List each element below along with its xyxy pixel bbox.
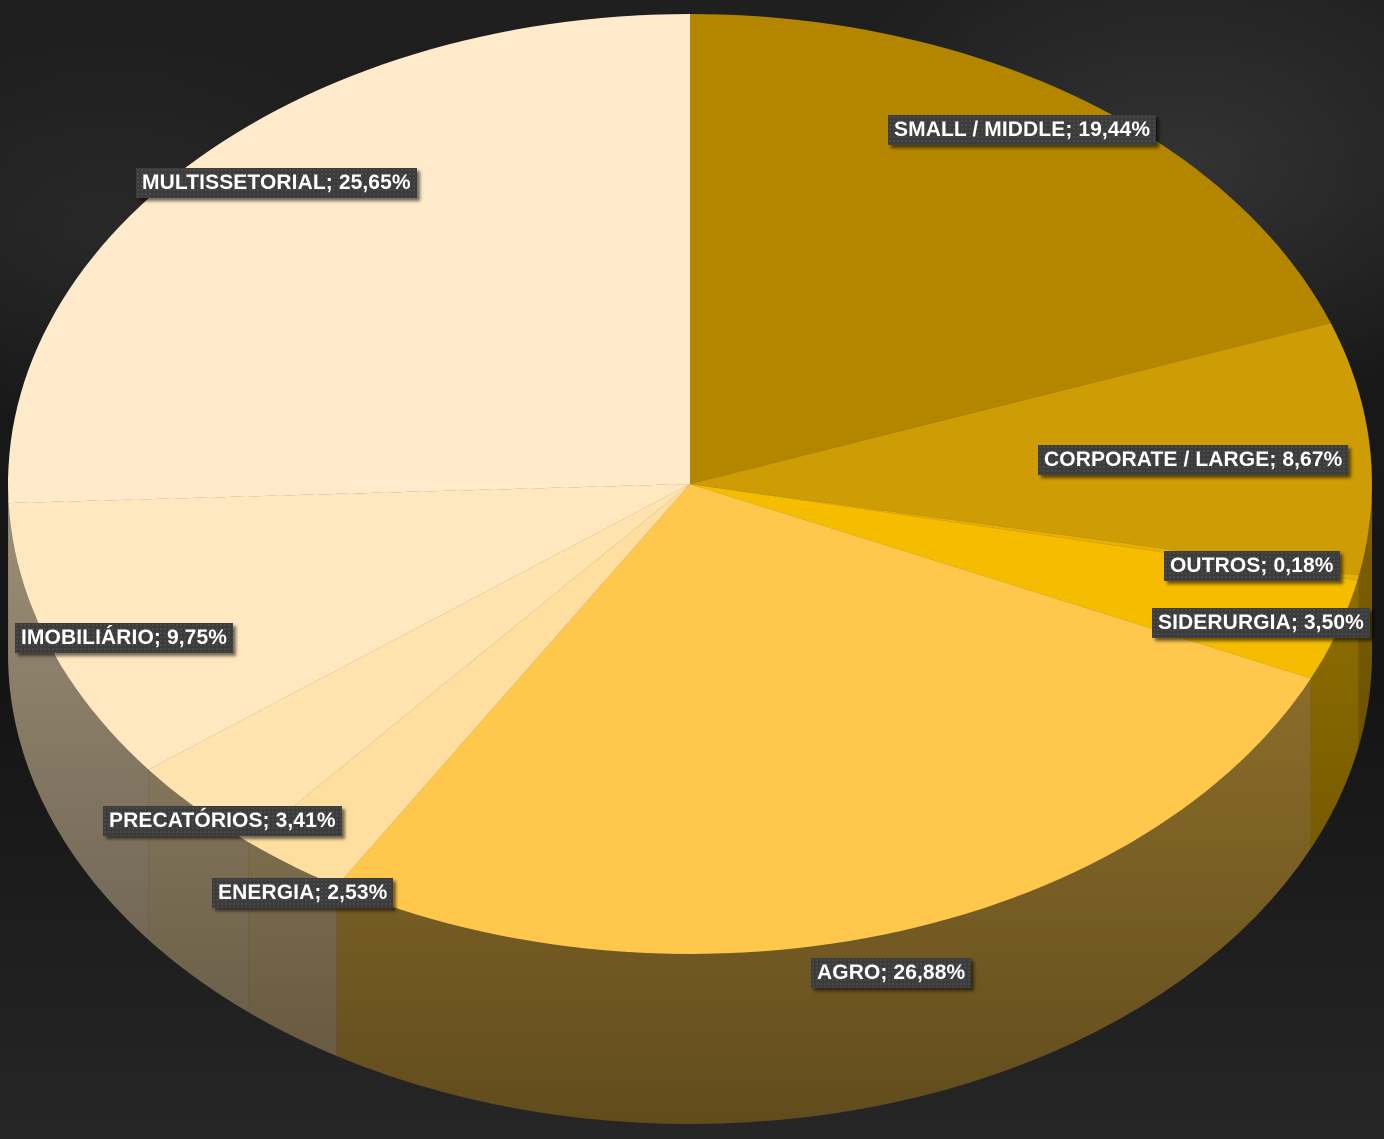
slice-label-precatorios: PRECATÓRIOS; 3,41% [103, 806, 342, 836]
slice-label-multissetorial: MULTISSETORIAL; 25,65% [136, 168, 417, 198]
slice-label-small-middle: SMALL / MIDDLE; 19,44% [888, 115, 1156, 145]
slice-label-imobiliario: IMOBILIÁRIO; 9,75% [15, 623, 233, 653]
slice-label-outros: OUTROS; 0,18% [1164, 551, 1340, 581]
pie-slice-multissetorial [8, 14, 690, 503]
slice-label-siderurgia: SIDERURGIA; 3,50% [1152, 608, 1370, 638]
pie-side-multissetorial [8, 484, 9, 673]
slice-label-agro: AGRO; 26,88% [811, 958, 971, 988]
pie-side-outros [1358, 575, 1360, 750]
slice-label-energia: ENERGIA; 2,53% [212, 878, 393, 908]
slice-label-corporate-large: CORPORATE / LARGE; 8,67% [1038, 445, 1348, 475]
